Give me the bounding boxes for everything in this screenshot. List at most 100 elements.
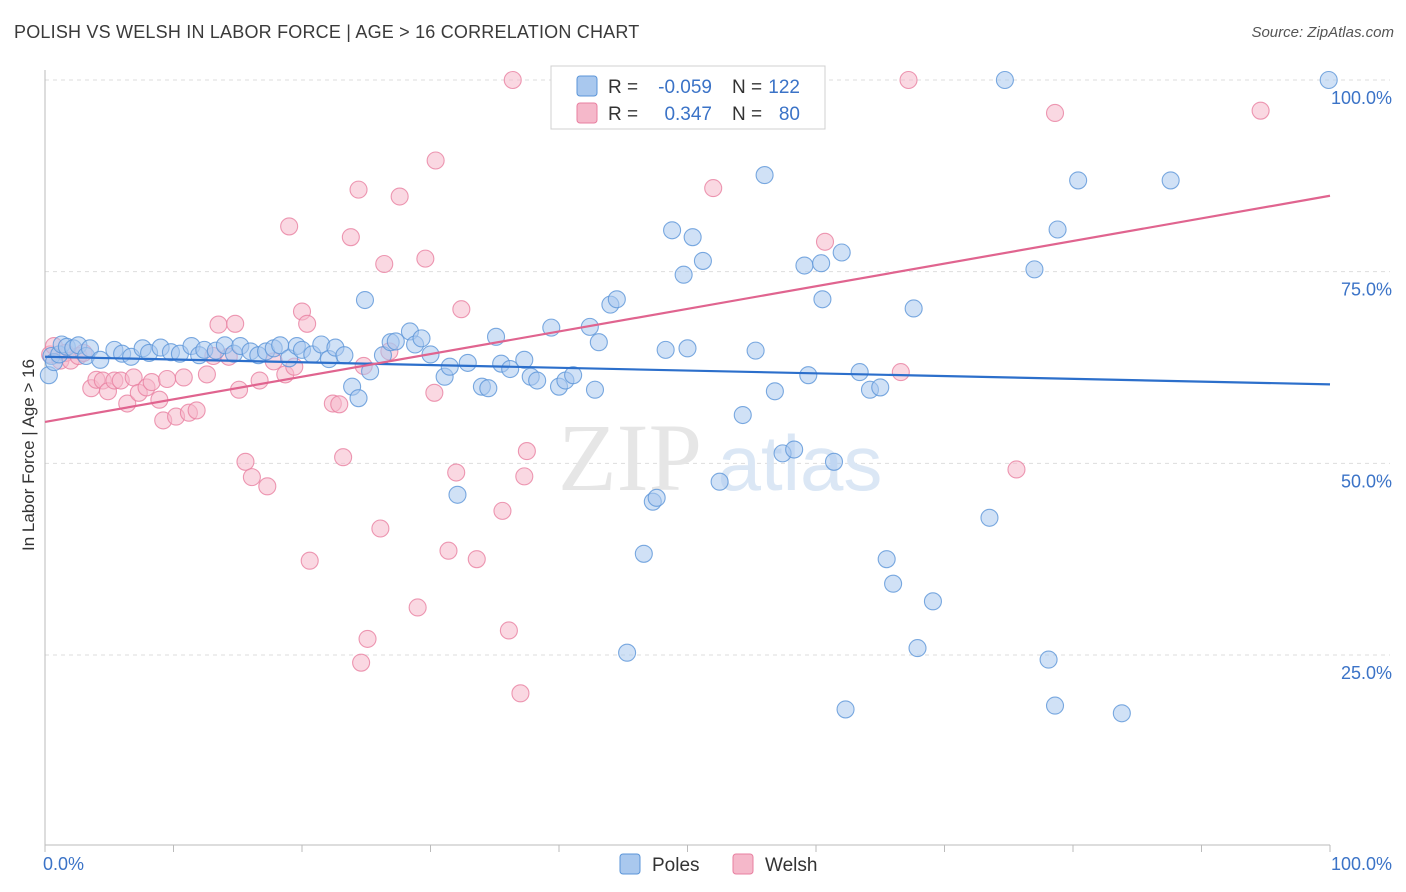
welsh-point	[209, 315, 228, 334]
welsh-point	[439, 541, 458, 560]
welsh-point	[511, 684, 530, 703]
poles-n-label: N =	[732, 77, 762, 98]
welsh-point	[298, 314, 317, 333]
poles-point	[458, 353, 477, 372]
poles-point	[564, 366, 583, 385]
y-tick-label: 50.0%	[1341, 471, 1392, 491]
legend-stats: R = -0.059 N = 122 R = 0.347 N = 80	[550, 65, 826, 130]
poles-point	[755, 166, 774, 185]
welsh-point	[330, 395, 349, 414]
welsh-point	[250, 371, 269, 390]
legend-welsh-swatch	[732, 853, 754, 875]
welsh-point	[447, 463, 466, 482]
poles-point	[1069, 171, 1088, 190]
poles-point	[335, 346, 354, 365]
welsh-r-value: 0.347	[664, 104, 712, 125]
x-tick-labels: 0.0% 100.0%	[43, 854, 1392, 874]
welsh-swatch	[576, 102, 598, 124]
welsh-point	[158, 369, 177, 389]
welsh-r-label: R =	[608, 104, 638, 125]
welsh-point	[515, 467, 534, 486]
poles-point	[1319, 70, 1338, 90]
poles-point	[877, 550, 896, 569]
welsh-point	[408, 598, 427, 617]
poles-point	[634, 544, 653, 563]
welsh-point	[452, 300, 471, 319]
welsh-point	[503, 70, 522, 90]
zipatlas-watermark: ZIP atlas	[558, 404, 882, 511]
welsh-point	[341, 228, 360, 247]
poles-point	[1048, 220, 1067, 239]
poles-series-points	[39, 70, 1338, 723]
poles-point	[386, 332, 405, 351]
welsh-point	[499, 621, 518, 640]
legend-poles-swatch	[619, 853, 641, 875]
poles-point	[674, 265, 693, 284]
poles-point	[678, 339, 697, 358]
welsh-point	[280, 217, 299, 236]
poles-point	[795, 256, 814, 275]
x-tick-label: 100.0%	[1331, 854, 1392, 874]
welsh-point	[242, 468, 261, 487]
welsh-point	[426, 151, 445, 170]
poles-n-value: 122	[768, 77, 800, 98]
poles-point	[850, 363, 869, 382]
poles-point	[710, 472, 729, 491]
legend-welsh-label: Welsh	[765, 855, 817, 876]
poles-point	[995, 70, 1014, 90]
poles-point	[618, 643, 637, 662]
chart-title: POLISH VS WELSH IN LABOR FORCE | AGE > 1…	[14, 22, 640, 42]
welsh-point	[352, 653, 371, 672]
poles-point	[589, 333, 608, 352]
welsh-point	[358, 629, 377, 648]
poles-point	[1045, 696, 1065, 715]
poles-point	[884, 574, 903, 593]
poles-point	[1025, 260, 1044, 279]
legend-series: Poles Welsh	[619, 853, 817, 876]
welsh-point	[349, 180, 368, 199]
poles-point	[980, 508, 999, 527]
poles-point	[733, 405, 752, 425]
poles-point	[607, 290, 626, 309]
poles-point	[693, 251, 712, 270]
welsh-point	[197, 365, 216, 384]
watermark-zip: ZIP	[558, 404, 702, 511]
poles-point	[1112, 704, 1131, 723]
trend-lines	[44, 194, 1331, 424]
welsh-point	[1045, 103, 1065, 123]
poles-swatch	[576, 75, 598, 97]
poles-point	[904, 299, 923, 318]
poles-r-label: R =	[608, 77, 638, 98]
welsh-point	[142, 373, 161, 392]
welsh-point	[375, 254, 394, 274]
poles-point	[683, 228, 702, 247]
welsh-point	[467, 550, 486, 569]
welsh-point	[390, 187, 409, 206]
welsh-trend-line	[44, 194, 1331, 424]
welsh-point	[226, 314, 245, 333]
poles-point	[501, 359, 520, 379]
poles-point	[785, 440, 804, 459]
poles-point	[515, 350, 534, 369]
welsh-point	[334, 448, 353, 467]
poles-point	[355, 290, 375, 310]
poles-point	[663, 221, 682, 240]
welsh-point	[187, 401, 206, 420]
y-tick-label: 100.0%	[1331, 88, 1392, 108]
welsh-point	[1007, 460, 1026, 479]
poles-point	[656, 340, 675, 359]
source-note: Source: ZipAtlas.com	[1251, 24, 1394, 41]
poles-point	[871, 378, 890, 397]
watermark-atlas: atlas	[718, 419, 883, 507]
poles-point	[479, 379, 498, 398]
welsh-point	[891, 363, 910, 382]
poles-point	[448, 485, 467, 504]
x-tick-label: 0.0%	[43, 854, 84, 874]
poles-point	[647, 488, 666, 507]
welsh-point	[517, 442, 536, 461]
legend-poles-label: Poles	[652, 855, 700, 876]
y-tick-label: 25.0%	[1341, 663, 1392, 683]
welsh-point	[416, 249, 435, 268]
welsh-point	[704, 179, 723, 198]
poles-point	[440, 357, 459, 376]
